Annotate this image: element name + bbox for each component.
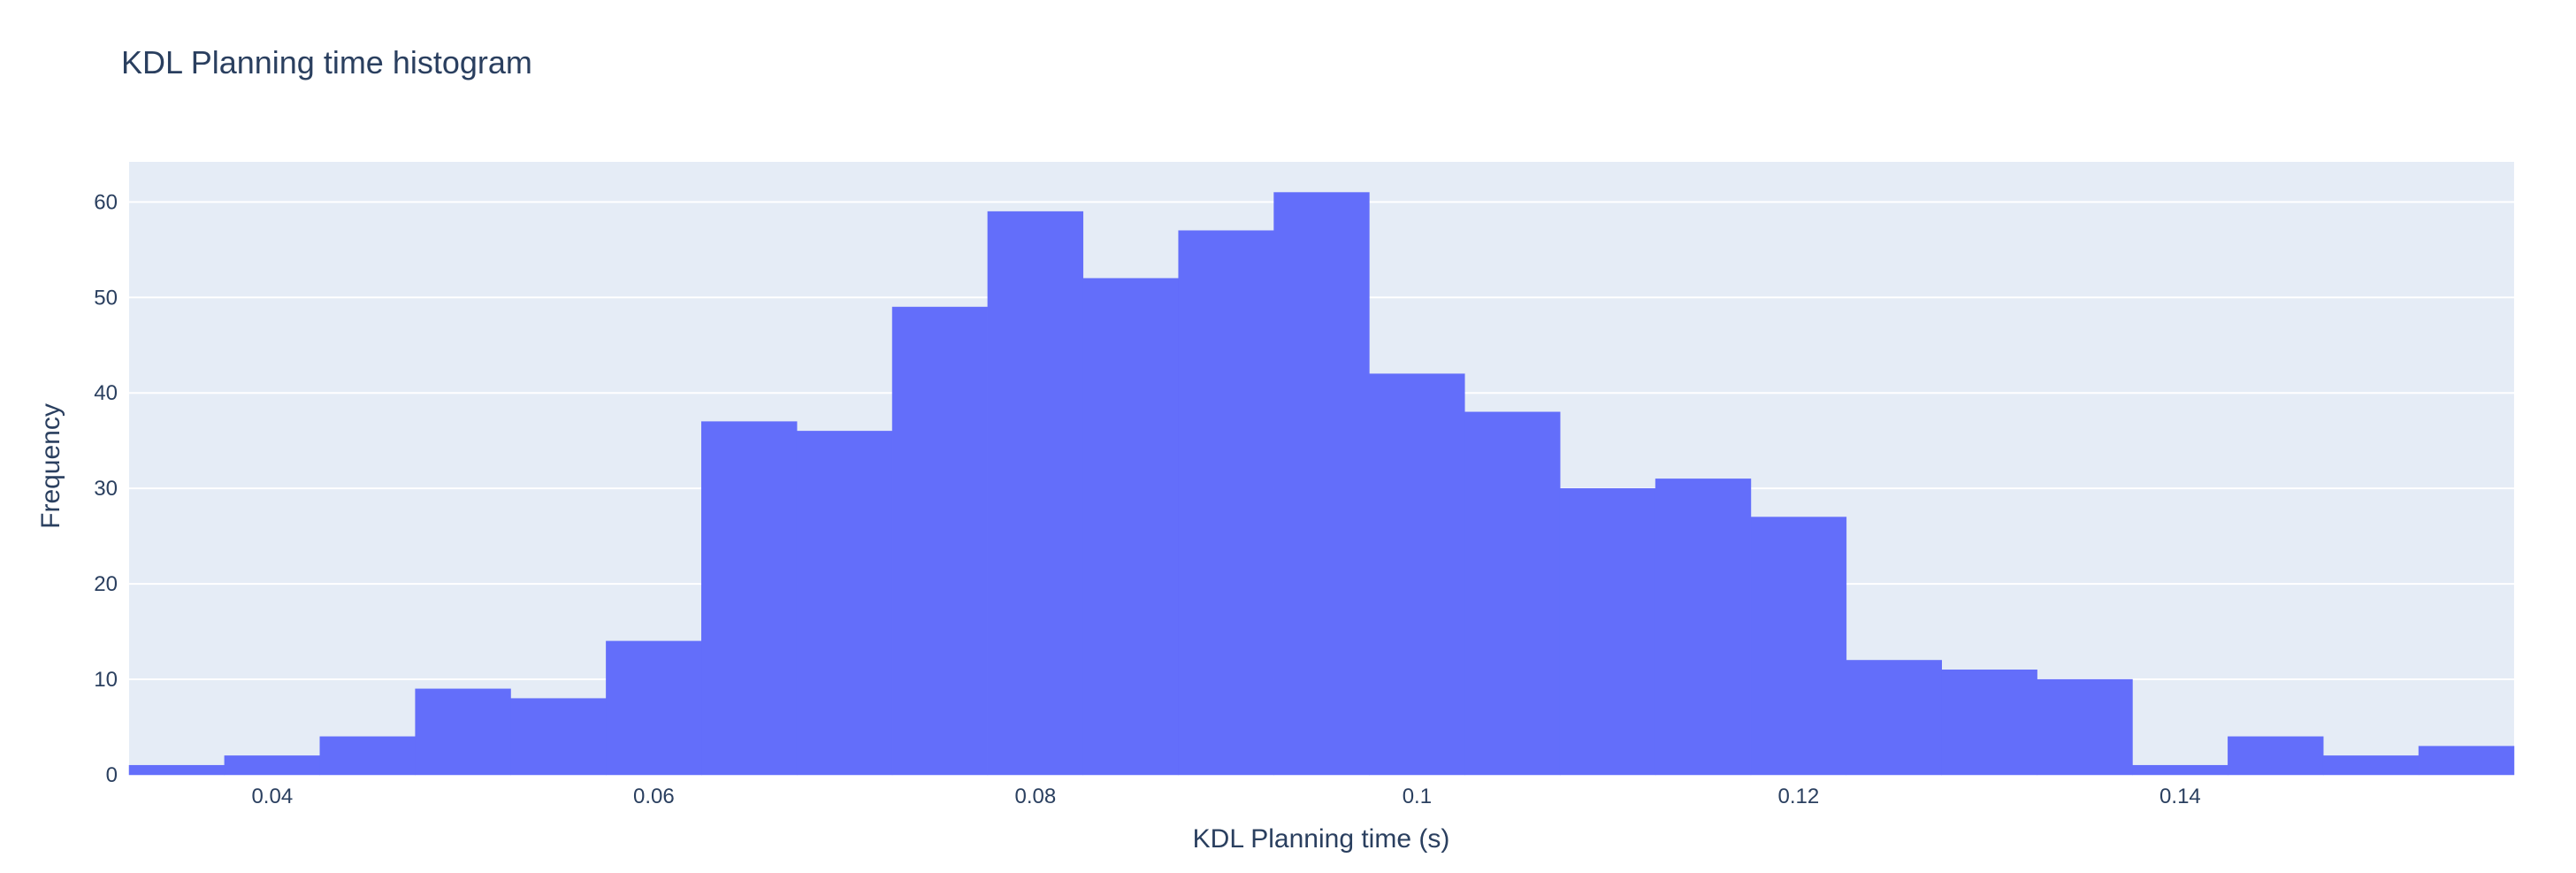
histogram-bar [1750, 517, 1847, 776]
y-tick-label: 30 [94, 477, 118, 501]
histogram-bar [510, 698, 607, 776]
histogram-bar [2037, 678, 2133, 776]
histogram-bar [987, 211, 1084, 776]
y-tick-label: 40 [94, 381, 118, 405]
y-axis-title: Frequency [36, 403, 65, 529]
histogram-bar [128, 764, 225, 776]
y-tick-label: 0 [106, 763, 118, 787]
histogram-bar [1941, 670, 2037, 776]
x-axis-title: KDL Planning time (s) [1193, 824, 1450, 854]
histogram-bar [1846, 660, 1942, 776]
y-tick-label: 60 [94, 190, 118, 214]
histogram-bar [1559, 487, 1656, 776]
histogram-bar [1178, 230, 1274, 776]
bars [128, 192, 2515, 776]
x-tick-label: 0.06 [633, 785, 675, 808]
x-tick-label: 0.1 [1403, 785, 1432, 808]
histogram-bar [2228, 736, 2324, 776]
x-tick-label: 0.12 [1778, 785, 1820, 808]
histogram-bar [1464, 411, 1561, 776]
histogram-bar [891, 306, 989, 776]
x-tick-label: 0.08 [1015, 785, 1057, 808]
histogram-bar [415, 688, 511, 776]
x-tick-label: 0.04 [251, 785, 293, 808]
histogram-bar [2418, 746, 2515, 776]
histogram-bar [1655, 479, 1752, 776]
histogram-bar [319, 736, 416, 776]
histogram-bar [1082, 278, 1179, 776]
histogram-bar [1369, 373, 1465, 776]
histogram-bar [796, 431, 893, 776]
y-tick-label: 50 [94, 286, 118, 310]
histogram-bar [224, 755, 321, 776]
histogram-bar [2322, 755, 2419, 776]
histogram-bar [701, 421, 798, 776]
histogram-bar [1273, 192, 1370, 776]
chart-title: KDL Planning time histogram [121, 44, 532, 80]
x-tick-label: 0.14 [2159, 785, 2201, 808]
y-tick-label: 10 [94, 668, 118, 692]
y-tick-label: 20 [94, 572, 118, 596]
histogram-bar [2132, 764, 2228, 776]
y-axis-ticks: 0 10 20 30 40 50 60 [94, 190, 118, 787]
x-axis-ticks: 0.04 0.06 0.08 0.1 0.12 0.14 [251, 785, 2200, 808]
histogram-bar [606, 640, 702, 776]
